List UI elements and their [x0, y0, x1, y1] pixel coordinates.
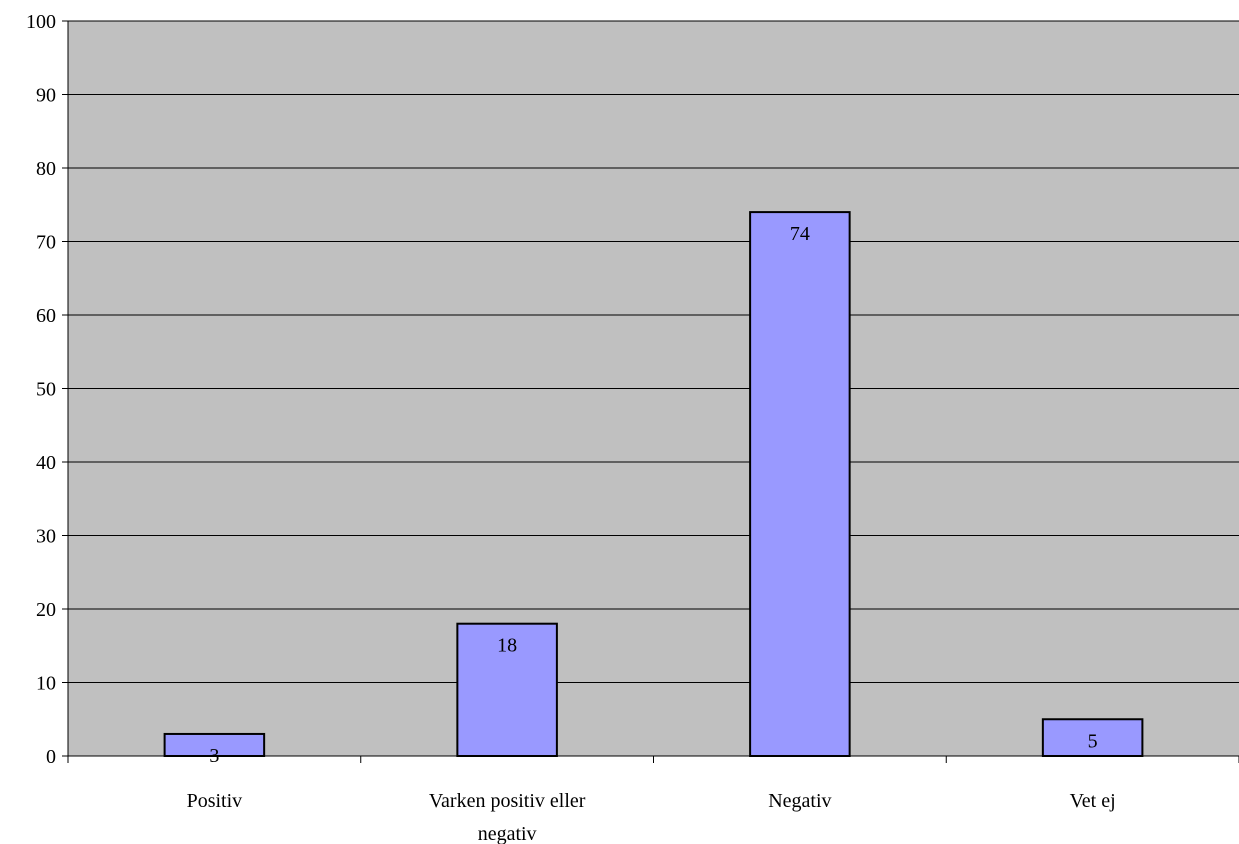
category-label-line: negativ	[478, 823, 537, 844]
data-label-1: 18	[497, 635, 517, 657]
bar-2	[749, 211, 851, 758]
category-label-line: Vet ej	[1070, 790, 1116, 812]
y-tick-label: 80	[36, 158, 56, 180]
y-tick-label: 20	[36, 599, 56, 621]
y-tick-label: 70	[36, 232, 56, 254]
category-label-line: Varken positiv eller	[429, 790, 586, 812]
axes	[62, 20, 1239, 763]
y-tick-label: 60	[36, 305, 56, 327]
y-tick-label: 100	[26, 11, 56, 33]
category-label-1: Varken positiv eller negativ	[429, 790, 586, 844]
data-labels: 3 18 74 5	[209, 223, 1097, 767]
data-label-2: 74	[790, 223, 810, 245]
y-tick-labels: 0 10 20 30 40 50 60 70 80 90 100	[26, 11, 56, 768]
category-label-line: Positiv	[187, 790, 243, 812]
category-label-2: Negativ	[768, 790, 831, 812]
category-label-3: Vet ej	[1070, 790, 1116, 812]
category-label-0: Positiv	[187, 790, 243, 812]
gridlines	[68, 20, 1239, 683]
data-label-0: 3	[209, 745, 219, 767]
data-label-3: 5	[1088, 730, 1098, 752]
y-tick-label: 30	[36, 526, 56, 548]
y-tick-label: 10	[36, 673, 56, 695]
y-tick-label: 50	[36, 379, 56, 401]
y-tick-label: 40	[36, 452, 56, 474]
y-tick-label: 0	[46, 746, 56, 768]
x-category-labels: Positiv Varken positiv eller negativ Negati…	[187, 790, 1116, 844]
y-tick-label: 90	[36, 85, 56, 107]
bars	[163, 211, 1144, 758]
category-label-line: Negativ	[768, 790, 831, 812]
